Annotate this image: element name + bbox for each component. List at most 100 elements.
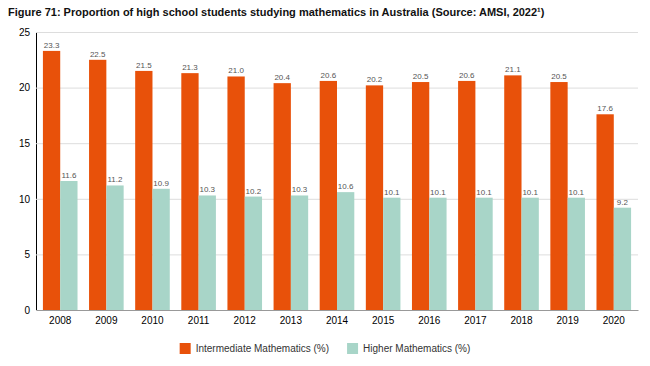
x-tick-label: 2009 [95,315,118,326]
bar [596,114,613,310]
bar [60,181,77,310]
bar [550,82,567,310]
bar [504,75,521,310]
bar [429,198,446,310]
grid-line [36,310,638,311]
data-label: 10.2 [246,187,262,196]
plot: 0510152025200820092010201120122013201420… [19,27,639,326]
data-label: 10.9 [153,179,169,188]
data-label: 21.3 [182,63,198,72]
legend-swatch [347,343,358,354]
x-tick: 2019 [557,315,580,326]
data-label: 20.5 [413,72,429,81]
bar [152,189,169,310]
data-label: 21.5 [136,61,152,70]
legend: Intermediate Mathematics (%) Higher Mathe… [180,343,471,354]
legend-label: Intermediate Mathematics (%) [196,343,329,354]
bar [274,83,291,310]
bar [475,198,492,310]
bar [458,81,475,310]
data-label: 9.2 [617,198,629,207]
bar [227,76,244,310]
y-tick: 25 [19,27,638,38]
bar [181,73,198,310]
x-tick-label: 2010 [141,315,164,326]
data-label: 11.2 [108,175,124,184]
x-tick-label: 2017 [464,315,487,326]
x-tick-label: 2013 [280,315,303,326]
x-axis: 2008 2009 2010 2011 2012 2013 2014 2015 2016 2017… [37,311,639,327]
data-label: 20.4 [274,73,290,82]
y-tick-label: 20 [19,82,31,93]
x-tick: 2013 [280,315,303,326]
grid-line [36,32,638,33]
y-tick-label: 10 [19,194,31,205]
bar [245,197,262,310]
x-tick: 2011 [188,315,210,326]
x-tick-label: 2012 [234,315,257,326]
data-label: 10.1 [476,188,492,197]
x-tick: 2015 [372,315,395,326]
bar [291,195,308,310]
data-label: 11.6 [61,171,77,180]
bar [337,192,354,310]
data-label: 21.1 [505,65,521,74]
bar [135,71,152,310]
x-tick-label: 2016 [418,315,441,326]
y-axis: 0 5 10 15 20 25 [19,27,638,316]
data-label: 20.6 [321,71,337,80]
data-label: 10.3 [292,185,308,194]
bar [412,82,429,310]
bar [568,198,585,310]
y-tick-label: 5 [24,249,30,260]
x-axis-line [37,310,639,311]
data-label: 20.2 [367,75,383,84]
bar [366,85,383,310]
data-label: 20.5 [551,72,567,81]
legend-swatch [180,343,191,354]
x-tick-label: 2020 [603,315,626,326]
x-tick: 2010 [141,315,164,326]
legend-label: Higher Mathematics (%) [363,343,470,354]
bars [43,51,631,310]
bar [522,198,539,310]
y-axis-line [37,33,639,311]
data-label: 10.1 [430,188,446,197]
x-tick: 2012 [234,315,257,326]
x-tick: 2014 [326,315,349,326]
x-tick-label: 2011 [188,315,210,326]
data-label: 10.3 [199,185,215,194]
x-tick-label: 2018 [510,315,533,326]
x-tick: 2018 [510,315,533,326]
data-label: 17.6 [597,104,613,113]
data-label: 22.5 [90,50,106,59]
data-label: 10.6 [338,182,354,191]
title: Figure 71: Proportion of high school stu… [8,6,545,18]
y-tick-label: 0 [24,305,30,316]
bar [199,195,216,310]
data-label: 10.1 [569,188,585,197]
x-tick: 2020 [603,315,626,326]
x-tick-label: 2008 [49,315,72,326]
data-label: 10.1 [522,188,538,197]
x-tick: 2009 [95,315,118,326]
x-tick: 2016 [418,315,441,326]
y-tick-label: 15 [19,138,31,149]
bar [89,60,106,310]
bar [106,185,123,310]
x-tick: 2008 [49,315,72,326]
x-tick: 2017 [464,315,487,326]
data-label: 21.0 [228,66,244,75]
bar [614,208,631,310]
legend-item: Higher Mathematics (%) [347,343,470,354]
y-tick-label: 25 [19,27,31,38]
data-label: 20.6 [459,71,475,80]
x-tick-label: 2015 [372,315,395,326]
bar [320,81,337,310]
chart: Figure 71: Proportion of high school stu… [0,0,650,366]
legend-item: Intermediate Mathematics (%) [180,343,329,354]
x-tick-label: 2014 [326,315,349,326]
data-label: 23.3 [44,41,60,50]
bar [383,198,400,310]
data-labels: 23.3 22.5 21.5 21.3 21.0 20.4 20.6 20.2 20.5 20.6… [44,41,629,207]
